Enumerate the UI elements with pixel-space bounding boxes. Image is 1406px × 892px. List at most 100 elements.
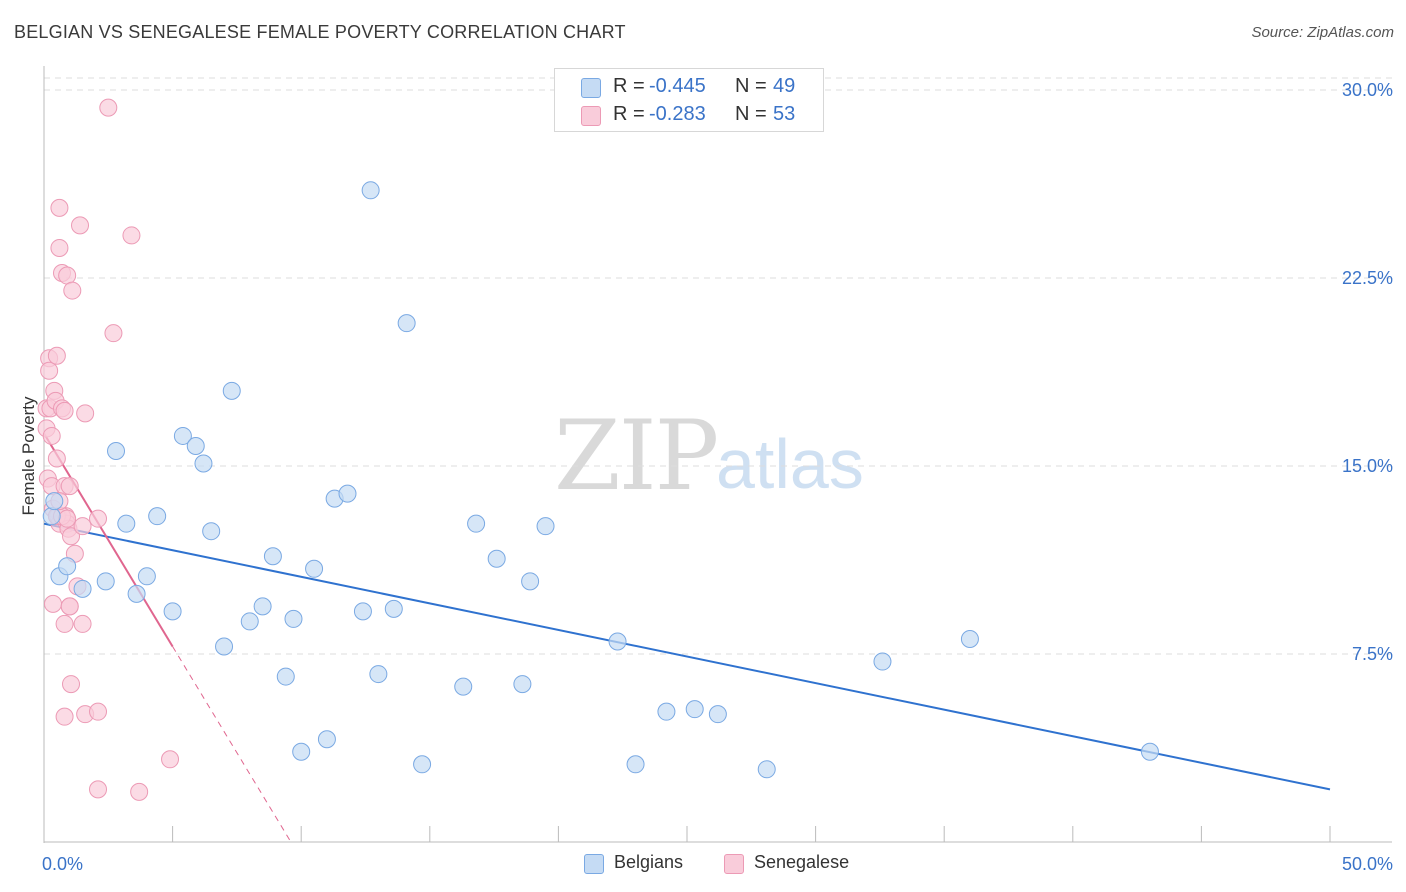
belgians-point (626, 755, 645, 774)
belgians-point (107, 441, 126, 460)
belgians-point (58, 557, 77, 576)
watermark-atlas: atlas (716, 425, 864, 503)
senegalese-point (47, 449, 66, 468)
belgians-point (369, 665, 388, 684)
tick-labels: 7.5% 15.0% 22.5% 30.0% 0.0% 50.0% (42, 80, 1393, 874)
belgians-point (685, 700, 704, 719)
belgians-point (148, 507, 167, 526)
belgians-point (222, 381, 241, 400)
senegalese-swatch (724, 854, 744, 874)
senegalese-point (50, 238, 69, 257)
legend-n-label: N = (735, 103, 767, 125)
chart-title: BELGIAN VS SENEGALESE FEMALE POVERTY COR… (14, 22, 626, 42)
belgians-trend-line (43, 522, 1331, 791)
y-tick-label: 15.0% (1342, 456, 1393, 476)
legend-n-value: 49 (773, 75, 796, 97)
senegalese-point (62, 675, 81, 694)
belgians-point (513, 675, 532, 694)
senegalese-point (73, 614, 92, 633)
belgians-point (45, 492, 64, 511)
belgians-point (873, 652, 892, 671)
x-tick-label: 0.0% (42, 854, 83, 874)
y-tick-label: 22.5% (1342, 268, 1393, 288)
axes (43, 66, 1392, 843)
senegalese-point (104, 324, 123, 343)
x-tick-label: 50.0% (1342, 854, 1393, 874)
legend-n-value: 53 (773, 103, 796, 125)
belgians-point (137, 567, 156, 586)
senegalese-point (50, 198, 69, 217)
belgians-point (657, 702, 676, 721)
belgians-point (194, 454, 213, 473)
senegalese-point (122, 226, 141, 245)
legend-swatch-belgians (581, 78, 601, 98)
legend-row-senegalese: R = -0.283 N = 53 (555, 101, 823, 129)
senegalese-point (58, 509, 77, 528)
belgians-point (73, 579, 92, 598)
belgians-point (361, 181, 380, 200)
belgians-point (608, 632, 627, 651)
belgians-point (263, 547, 282, 566)
belgians-label: Belgians (614, 852, 684, 872)
senegalese-point (76, 404, 95, 423)
belgians-point (117, 514, 136, 533)
senegalese-point (55, 614, 74, 633)
legend-swatch-senegalese (581, 106, 601, 126)
senegalese-label: Senegalese (754, 852, 850, 872)
belgians-point (467, 514, 486, 533)
belgians-point (276, 667, 295, 686)
belgians-point (338, 484, 357, 503)
data-points (37, 98, 1159, 801)
senegalese-point (89, 780, 108, 799)
belgians-point (960, 629, 979, 648)
belgians-point (521, 572, 540, 591)
belgians-point (292, 742, 311, 761)
senegalese-point (62, 527, 81, 546)
senegalese-point (89, 702, 108, 721)
series-legend: Belgians Senegalese (0, 852, 1406, 878)
belgians-point (215, 637, 234, 656)
y-axis-title: Female Poverty (19, 396, 38, 516)
legend-r-label: R = (613, 75, 645, 97)
senegalese-point (89, 509, 108, 528)
senegalese-point (60, 477, 79, 496)
legend-r-label: R = (613, 103, 645, 125)
belgians-point (454, 677, 473, 696)
senegalese-point (55, 401, 74, 420)
belgians-point (96, 572, 115, 591)
senegalese-point (58, 266, 77, 285)
senegalese-point (40, 361, 59, 380)
senegalese-trend-extension (172, 646, 292, 843)
belgians-point (127, 584, 146, 603)
senegalese-point (130, 782, 149, 801)
belgians-point (487, 549, 506, 568)
senegalese-point (73, 517, 92, 536)
belgians-point (186, 436, 205, 455)
senegalese-point (55, 707, 74, 726)
belgians-point (253, 597, 272, 616)
belgians-point (42, 507, 61, 526)
belgians-point (202, 522, 221, 541)
legend-r-value: -0.283 (649, 103, 706, 125)
y-tick-label: 30.0% (1342, 80, 1393, 100)
belgians-point (397, 314, 416, 333)
senegalese-point (71, 216, 90, 235)
belgians-point (353, 602, 372, 621)
belgians-point (757, 760, 776, 779)
belgians-point (173, 426, 192, 445)
senegalese-point (161, 750, 180, 769)
belgians-point (536, 517, 555, 536)
senegalese-point (47, 346, 66, 365)
belgians-point (1140, 742, 1159, 761)
belgians-point (708, 705, 727, 724)
belgians-swatch (584, 854, 604, 874)
legend-r-value: -0.445 (649, 75, 706, 97)
legend-n-label: N = (735, 75, 767, 97)
correlation-legend: R = -0.445 N = 49 R = -0.283 N = 53 (554, 68, 824, 132)
belgians-point (384, 599, 403, 618)
belgians-point (163, 602, 182, 621)
watermark-zip: ZIP (554, 400, 719, 512)
trend-lines (43, 432, 1331, 843)
belgians-point (317, 730, 336, 749)
